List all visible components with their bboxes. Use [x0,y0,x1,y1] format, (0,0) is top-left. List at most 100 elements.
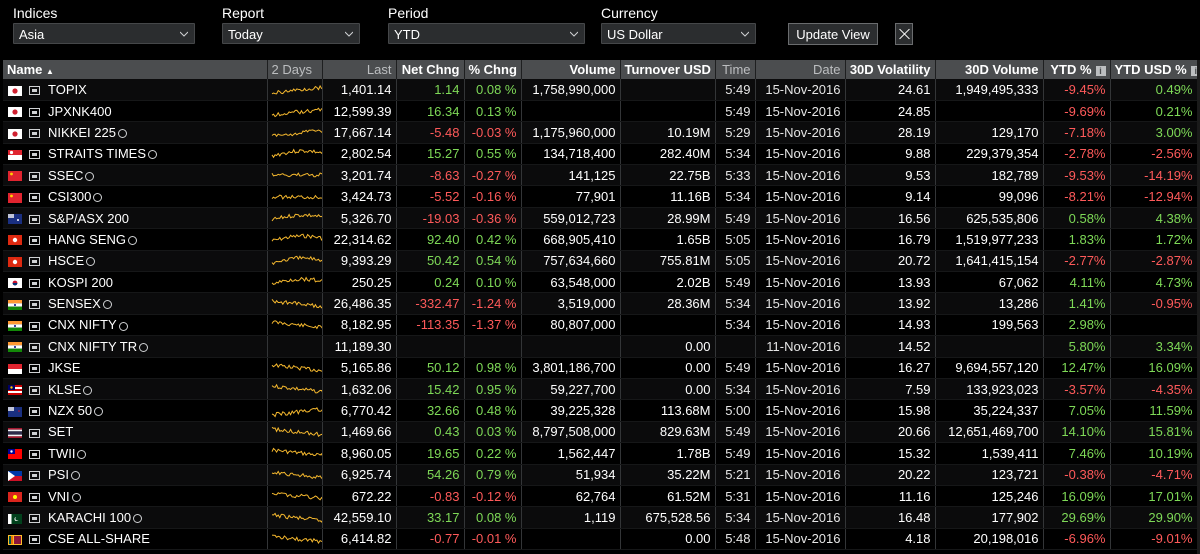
col-name[interactable]: Name ▲ [3,60,268,79]
col-time[interactable]: Time [715,60,756,79]
window-icon[interactable] [29,364,40,374]
table-row[interactable]: CNX NIFTY 8,182.95 -113.35 -1.37 % 80,807,00… [3,314,1198,337]
clock-icon [148,150,157,160]
table-row[interactable]: JKSE 5,165.86 50.12 0.98 % 3,801,186,700 0.00… [3,357,1198,379]
window-icon[interactable] [29,471,40,481]
table-row[interactable]: JPXNK400 12,599.39 16.34 0.13 % 5:49 15-Nov-2… [3,100,1198,123]
table-row[interactable]: CSE ALL-SHARE 6,414.82 -0.77 -0.01 % 0.00 5:4… [3,528,1198,551]
cell-30d-volume: 1,949,495,333 [935,79,1044,101]
cell-last: 9,393.29 [322,250,397,273]
col-pct-chng[interactable]: % Chng [464,60,522,79]
indices-select[interactable]: Asia [13,23,195,44]
update-view-button[interactable]: Update View [788,23,878,45]
table-row[interactable]: TOPIX 1,401.14 1.14 0.08 % 1,758,990,000 5:49… [3,79,1198,101]
cell-30d-volume: 229,379,354 [935,143,1044,166]
info-icon[interactable]: i [1095,65,1106,76]
table-row[interactable]: SET 1,469.66 0.43 0.03 % 8,797,508,000 829.63… [3,421,1198,444]
table-row[interactable]: TWII 8,960.05 19.65 0.22 % 1,562,447 1.78B 5:4… [3,442,1198,465]
window-icon[interactable] [29,385,40,395]
cell-30d-volatility: 14.52 [845,335,936,358]
cell-volume: 559,012,723 [521,207,621,230]
window-icon[interactable] [29,257,40,267]
sort-asc-icon: ▲ [46,67,54,76]
table-row[interactable]: KLSE 1,632.06 15.42 0.95 % 59,227,700 0.00 5:3… [3,378,1198,401]
sparkline [271,255,321,265]
table-row[interactable]: CSI300 3,424.73 -5.52 -0.16 % 77,901 11.16B 5:… [3,185,1198,208]
cell-turnover: 28.36M [620,292,716,315]
cell-name: S&P/ASX 200 [3,207,268,230]
clock-icon [117,129,127,139]
index-name: PSI [48,467,69,483]
col-turnover[interactable]: Turnover USD [620,60,716,79]
col-ytd-usd[interactable]: YTD USD % i [1110,60,1198,79]
cell-2days [267,421,323,444]
cell-pct-chng: 0.54 % [464,250,522,273]
cell-turnover: 113.68M [620,399,716,422]
cell-30d-volatility: 13.92 [845,292,936,315]
cell-net-chng: -5.48 [396,121,465,144]
window-icon[interactable] [29,107,40,117]
col-date[interactable]: Date [755,60,846,79]
close-icon[interactable] [895,23,913,45]
table-row[interactable]: NIKKEI 225 17,667.14 -5.48 -0.03 % 1,175,960… [3,121,1198,144]
table-row[interactable]: PSI 6,925.74 54.26 0.79 % 51,934 35.22M 5:21 15… [3,464,1198,486]
table-row[interactable]: KARACHI 100 42,559.10 33.17 0.08 % 1,119 675,… [3,506,1198,529]
window-icon[interactable] [29,86,40,95]
table-row[interactable]: HSCE 9,393.29 50.42 0.54 % 757,634,660 755.81… [3,250,1198,273]
window-icon[interactable] [29,342,40,352]
col-2days[interactable]: 2 Days [267,60,323,79]
info-icon[interactable]: i [1190,65,1196,76]
cell-net-chng: 16.34 [396,100,465,123]
sparkline [271,194,321,200]
col-net-chng[interactable]: Net Chng [396,60,465,79]
window-icon[interactable] [29,129,40,139]
table-row[interactable]: SENSEX 26,486.35 -332.47 -1.24 % 3,519,000 28… [3,292,1198,315]
window-icon[interactable] [29,214,40,224]
table-row[interactable]: CNX NIFTY TR 11,189.30 0.00 11-Nov-2016 14.5… [3,335,1198,358]
table-row[interactable]: VNI 672.22 -0.83 -0.12 % 62,764 61.52M 5:31 15-… [3,485,1198,508]
cell-ytd-pct: 5.80% [1043,335,1111,358]
window-icon[interactable] [29,235,40,245]
col-volume[interactable]: Volume [521,60,621,79]
cell-pct-chng: 0.42 % [464,228,522,251]
window-icon[interactable] [29,300,40,310]
cell-pct-chng: -1.37 % [464,314,522,337]
window-icon[interactable] [29,321,40,331]
cell-30d-volume: 625,535,806 [935,207,1044,230]
cell-volume: 3,801,186,700 [521,357,621,379]
currency-value: US Dollar [607,27,663,42]
table-row[interactable]: SSEC 3,201.74 -8.63 -0.27 % 141,125 22.75B 5:3… [3,164,1198,187]
cell-name: CSE ALL-SHARE [3,528,268,551]
clock-icon [94,407,104,417]
window-icon[interactable] [29,193,40,203]
window-icon[interactable] [29,428,40,438]
cell-name: SET [3,421,268,444]
table-row[interactable]: HANG SENG 22,314.62 92.40 0.42 % 668,905,410… [3,228,1198,251]
table-row[interactable]: KOSPI 200 250.25 0.24 0.10 % 63,548,000 2.02B… [3,271,1198,294]
table-row[interactable]: STRAITS TIMES 2,802.54 15.27 0.55 % 134,718,… [3,143,1198,166]
vertical-scrollbar[interactable] [1197,60,1200,554]
report-select[interactable]: Today [222,23,360,44]
cell-last: 5,326.70 [322,207,397,230]
cell-ytd-pct: 0.58% [1043,207,1111,230]
table-row[interactable]: NZX 50 6,770.42 32.66 0.48 % 39,225,328 113.6… [3,399,1198,422]
col-ytd-pct[interactable]: YTD % i [1043,60,1111,79]
period-select[interactable]: YTD [388,23,585,44]
col-30d-volatility[interactable]: 30D Volatility [845,60,936,79]
cell-ytd-pct: 2.98% [1043,314,1111,337]
window-icon[interactable] [29,492,40,502]
window-icon[interactable] [29,150,40,160]
window-icon[interactable] [29,171,40,181]
table-row[interactable]: S&P/ASX 200 5,326.70 -19.03 -0.36 % 559,012,… [3,207,1198,230]
col-30d-volume[interactable]: 30D Volume [935,60,1044,79]
window-icon[interactable] [29,449,40,459]
cell-time: 5:34 [715,314,756,337]
window-icon[interactable] [29,535,40,545]
window-icon[interactable] [29,278,40,288]
window-icon[interactable] [29,514,40,524]
cell-net-chng: -0.77 [396,528,465,551]
currency-select[interactable]: US Dollar [601,23,756,44]
cell-name: JPXNK400 [3,100,268,123]
window-icon[interactable] [29,407,40,417]
col-last[interactable]: Last [322,60,397,79]
